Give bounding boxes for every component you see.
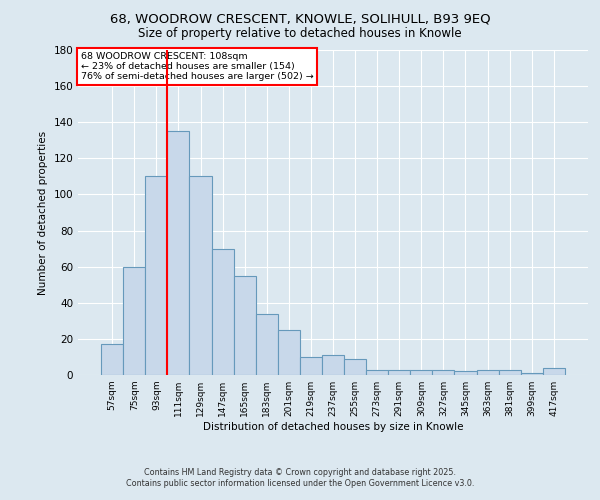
Bar xyxy=(433,370,454,375)
Bar xyxy=(278,330,300,375)
Bar xyxy=(366,370,388,375)
Bar xyxy=(212,248,233,375)
Bar xyxy=(322,355,344,375)
Bar xyxy=(543,368,565,375)
Bar xyxy=(476,370,499,375)
Text: 68, WOODROW CRESCENT, KNOWLE, SOLIHULL, B93 9EQ: 68, WOODROW CRESCENT, KNOWLE, SOLIHULL, … xyxy=(110,12,490,26)
Bar xyxy=(344,359,366,375)
Bar xyxy=(101,344,123,375)
Bar xyxy=(454,372,476,375)
Text: 68 WOODROW CRESCENT: 108sqm
← 23% of detached houses are smaller (154)
76% of se: 68 WOODROW CRESCENT: 108sqm ← 23% of det… xyxy=(80,52,313,82)
Bar xyxy=(388,370,410,375)
Bar xyxy=(123,266,145,375)
Bar xyxy=(521,373,543,375)
Bar xyxy=(233,276,256,375)
Bar xyxy=(190,176,212,375)
X-axis label: Distribution of detached houses by size in Knowle: Distribution of detached houses by size … xyxy=(203,422,463,432)
Text: Contains HM Land Registry data © Crown copyright and database right 2025.
Contai: Contains HM Land Registry data © Crown c… xyxy=(126,468,474,487)
Y-axis label: Number of detached properties: Number of detached properties xyxy=(38,130,48,294)
Bar xyxy=(256,314,278,375)
Bar xyxy=(300,357,322,375)
Bar xyxy=(145,176,167,375)
Bar xyxy=(410,370,433,375)
Text: Size of property relative to detached houses in Knowle: Size of property relative to detached ho… xyxy=(138,28,462,40)
Bar xyxy=(167,131,190,375)
Bar xyxy=(499,370,521,375)
